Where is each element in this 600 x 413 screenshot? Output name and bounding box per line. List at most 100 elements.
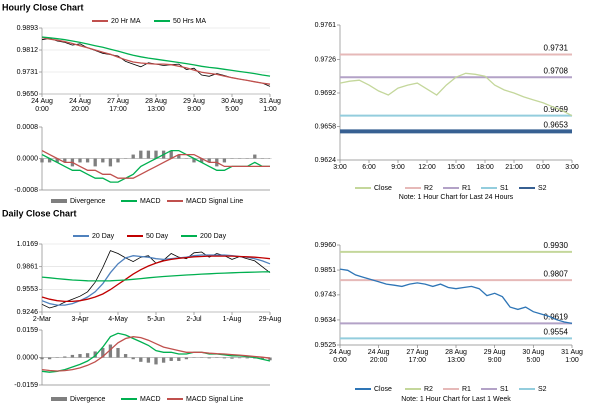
x-tick-label: 24 Aug 20:00 [69,98,91,113]
bar [55,158,59,163]
x-tick-label: 2-Jul [186,316,202,323]
legend-label: R1 [462,386,471,393]
bar [63,158,67,163]
x-tick-label: 5-Jun [147,316,165,323]
level-label: 0.9807 [544,269,569,278]
series-line [41,332,271,373]
legend-label: 50 Hrs MA [173,18,206,25]
bar [70,354,75,358]
series-line [41,36,271,77]
bar [222,357,227,359]
bar [40,357,44,360]
x-tick-label: 24 Aug 0:00 [329,349,351,364]
x-tick-label: 21:00 [505,164,523,171]
series-line [339,268,573,325]
legend-label: R1 [462,185,471,192]
bar [230,357,234,359]
bar [139,150,143,159]
bar [268,357,272,361]
series-line [41,255,271,303]
x-tick-label: 0:00 [536,164,550,171]
note: Note: 1 Hour Chart for Last 24 Hours [399,194,514,201]
bar [85,158,90,163]
bar [40,158,44,163]
x-tick-label: 15:00 [447,164,465,171]
x-tick-label: 29 Aug 9:00 [483,349,506,364]
x-tick-label: 12:00 [418,164,436,171]
level-label: 0.9930 [544,241,569,250]
bar [146,150,151,159]
bar [108,344,113,358]
bar [93,351,97,358]
bar [116,158,120,163]
y-tick-label: 0.9246 [17,309,39,316]
legend-label: S1 [500,386,509,393]
bar [108,158,113,167]
series-line [41,36,271,85]
y-tick-label: -0.0008 [14,187,38,194]
y-tick-label: 0.9893 [17,25,39,32]
y-tick-label: 0.9624 [315,157,337,164]
section-title: Hourly Close Chart [2,2,84,12]
x-tick-label: 29-Aug [258,316,282,323]
x-tick-label: 9:00 [391,164,405,171]
x-tick-label: 3:00 [565,164,579,171]
bar [207,357,211,359]
series-line [41,37,271,87]
legend-label: Divergence [70,198,106,205]
legend-label: R2 [424,185,433,192]
legend-label: MACD [140,396,161,403]
x-tick-label: 31 Aug 1:00 [561,349,583,364]
bar [78,354,82,358]
bar [146,357,151,363]
legend-label: MACD [140,198,161,205]
y-tick-label: 0.9553 [17,286,39,293]
legend-label: MACD Signal Line [186,198,243,205]
legend-label: 50 Day [146,233,169,240]
y-tick-label: 0.9812 [17,47,39,54]
x-tick-label: 30 Aug 5:00 [522,349,545,364]
bar [93,158,97,167]
x-tick-label: 29 Aug 9:00 [183,98,205,113]
y-tick-label: 0.0000 [17,155,39,162]
x-tick-label: 27 Aug 17:00 [107,98,129,113]
x-tick-label: 3:00 [333,164,347,171]
legend-label: Divergence [70,396,106,403]
legend-label: Close [374,386,392,393]
y-tick-label: 0.9861 [17,264,39,271]
y-tick-label: 0.0000 [17,354,39,361]
bar [184,357,189,360]
series-line [41,150,270,179]
bar [131,154,135,159]
x-tick-label: 24 Aug 0:00 [31,98,53,113]
legend-label: MACD Signal Line [186,396,243,403]
bar [131,357,135,360]
level-label: 0.9653 [544,121,569,130]
x-tick-label: 6:00 [362,164,376,171]
bar [101,347,105,358]
bar [47,357,52,360]
series-line [41,271,271,282]
bar [154,357,158,365]
x-tick-label: 18:00 [476,164,494,171]
y-tick-label: 0.9726 [315,56,337,63]
bar [237,357,242,359]
level-label: 0.9708 [544,66,569,75]
level-label: 0.9669 [544,105,569,114]
x-tick-label: 30 Aug 5:00 [221,98,243,113]
bar [199,158,204,163]
level-label: 0.9731 [544,44,569,53]
y-tick-label: 0.0008 [17,124,39,131]
legend-label: R2 [424,386,433,393]
y-tick-label: -0.0159 [14,382,38,389]
bar [245,357,249,359]
bar [169,357,173,361]
legend-label: 200 Day [200,233,227,240]
legend-swatch [51,199,67,203]
x-tick-label: 24 Aug 20:00 [367,349,390,364]
bar [253,154,257,159]
bar [85,353,90,358]
x-tick-label: 2-Mar [32,316,52,323]
